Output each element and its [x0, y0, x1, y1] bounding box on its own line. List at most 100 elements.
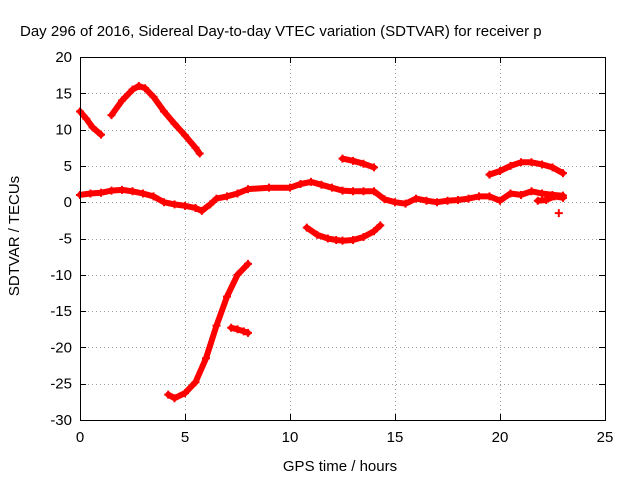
y-tick-label: -15: [50, 303, 72, 320]
data-point: [202, 354, 210, 363]
y-tick-label: -5: [59, 231, 72, 248]
series-arc-4: [227, 323, 252, 337]
data-point: [160, 198, 168, 207]
data-point: [464, 194, 473, 203]
data-point: [517, 190, 525, 199]
data-point: [349, 187, 357, 196]
data-point: [485, 192, 494, 201]
y-tick-label: 20: [55, 49, 72, 66]
data-point: [380, 195, 389, 204]
data-point: [296, 180, 305, 189]
x-tick-label: 20: [492, 429, 509, 446]
grid: [80, 57, 605, 420]
y-tick-label: 0: [64, 194, 72, 211]
data-point: [88, 123, 97, 132]
data-point: [370, 187, 378, 196]
data-point: [517, 158, 525, 167]
data-point: [376, 221, 385, 230]
data-point: [227, 323, 236, 332]
data-point: [401, 199, 410, 208]
data-point: [506, 161, 515, 170]
data-point: [244, 328, 252, 337]
data-point: [233, 325, 242, 334]
data-point: [97, 130, 105, 139]
data-point: [422, 196, 431, 205]
data-point: [548, 163, 557, 172]
series-arc-7: [485, 158, 567, 179]
data-point: [197, 206, 206, 215]
data-point: [313, 230, 322, 239]
axis-ticks: 0 5 10 15 20 25 -30 -25 -20 -15 -10 -5 0 5 10 15 20: [50, 49, 613, 446]
series-arc-5: [302, 221, 385, 245]
data-point: [359, 159, 368, 168]
data-point: [550, 192, 559, 201]
y-tick-label: -10: [50, 267, 72, 284]
data-point: [118, 185, 126, 194]
y-tick-label: 15: [55, 85, 72, 102]
series-arc-1: [76, 107, 105, 139]
data-point: [233, 189, 242, 198]
data-point: [496, 196, 504, 205]
data-point: [454, 196, 462, 205]
data-point: [349, 156, 357, 165]
series-arc-2: [107, 82, 204, 158]
data-point: [139, 189, 147, 198]
y-tick-label: -25: [50, 376, 72, 393]
data-point: [206, 200, 215, 209]
y-tick-label: 5: [64, 158, 72, 175]
data-point: [475, 192, 483, 201]
data-point: [506, 189, 515, 198]
data-point: [307, 177, 315, 186]
data-point: [559, 193, 567, 202]
series-baseline: [76, 177, 567, 215]
data-point: [97, 188, 105, 197]
data-point: [359, 187, 368, 196]
data-point: [107, 186, 116, 195]
x-tick-label: 0: [76, 429, 84, 446]
series-trace: [534, 193, 566, 204]
y-tick-label: 10: [55, 122, 72, 139]
data-point: [223, 292, 231, 301]
data-point: [412, 194, 420, 203]
data-point: [370, 227, 378, 236]
data-point: [239, 327, 248, 336]
y-axis-label: SDTVAR / TECUs: [6, 176, 23, 296]
data-point: [527, 158, 536, 167]
data-point: [164, 390, 173, 399]
data-point: [338, 186, 347, 195]
data-point: [244, 259, 252, 268]
data-point: [485, 170, 494, 179]
data-point: [359, 233, 368, 242]
series-trace: [77, 108, 104, 138]
data-point: [317, 180, 326, 189]
series-arc-6: [338, 154, 378, 172]
series-trace: [339, 155, 377, 171]
series-point-1: [554, 209, 563, 218]
data-point: [181, 131, 189, 140]
data-point: [538, 160, 546, 169]
data-point: [527, 187, 536, 196]
data-point: [328, 183, 336, 192]
data-point: [86, 189, 95, 198]
data-point: [443, 196, 452, 205]
data-point: [391, 198, 399, 207]
data-point: [191, 378, 200, 387]
data-point: [191, 143, 200, 152]
data-point: [118, 96, 126, 105]
chart-title: Day 296 of 2016, Sidereal Day-to-day VTE…: [20, 23, 542, 40]
data-point: [433, 198, 441, 207]
data-point: [195, 149, 204, 158]
x-axis-label: GPS time / hours: [283, 458, 397, 475]
series-trace: [77, 178, 566, 214]
data-point: [223, 192, 231, 201]
data-point: [554, 209, 563, 218]
data-point: [233, 270, 242, 279]
data-point: [191, 204, 200, 213]
data-point: [338, 236, 347, 245]
data-point: [170, 200, 179, 209]
data-point: [149, 92, 158, 101]
data-point: [170, 119, 179, 128]
data-point: [338, 154, 347, 163]
data-point: [82, 114, 91, 123]
